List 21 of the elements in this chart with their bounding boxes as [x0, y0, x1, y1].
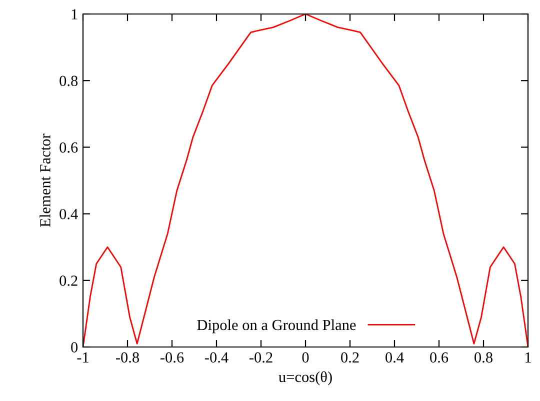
- x-tick-label: 1: [526, 352, 531, 362]
- y-tick-label: 0.2: [60, 276, 78, 286]
- line-series: [83, 14, 528, 347]
- x-tick-label: 0.8: [474, 352, 492, 363]
- x-tick-label: 0: [302, 352, 309, 363]
- x-tick-label: -0.6: [160, 352, 184, 363]
- x-tick-label: 0.2: [341, 352, 359, 363]
- x-tick-label: -0.4: [204, 352, 228, 363]
- legend-label: Dipole on a Ground Plane: [197, 319, 356, 334]
- y-tick-label: 0.6: [60, 142, 78, 153]
- x-tick-label: 0.4: [386, 352, 404, 363]
- y-tick-label: 0: [71, 342, 78, 352]
- x-tick-label: 0.6: [430, 352, 448, 363]
- y-tick-label: 0.4: [60, 208, 78, 220]
- x-tick-label: -0.2: [249, 352, 272, 363]
- y-axis-title: Element Factor: [40, 134, 50, 227]
- y-tick-label: 1: [72, 9, 78, 20]
- y-tick-label: 0.8: [60, 76, 78, 86]
- x-axis-title: u=cos(θ): [278, 371, 332, 386]
- x-tick-label: -0.8: [116, 352, 140, 363]
- x-tick-label: -1: [77, 352, 88, 362]
